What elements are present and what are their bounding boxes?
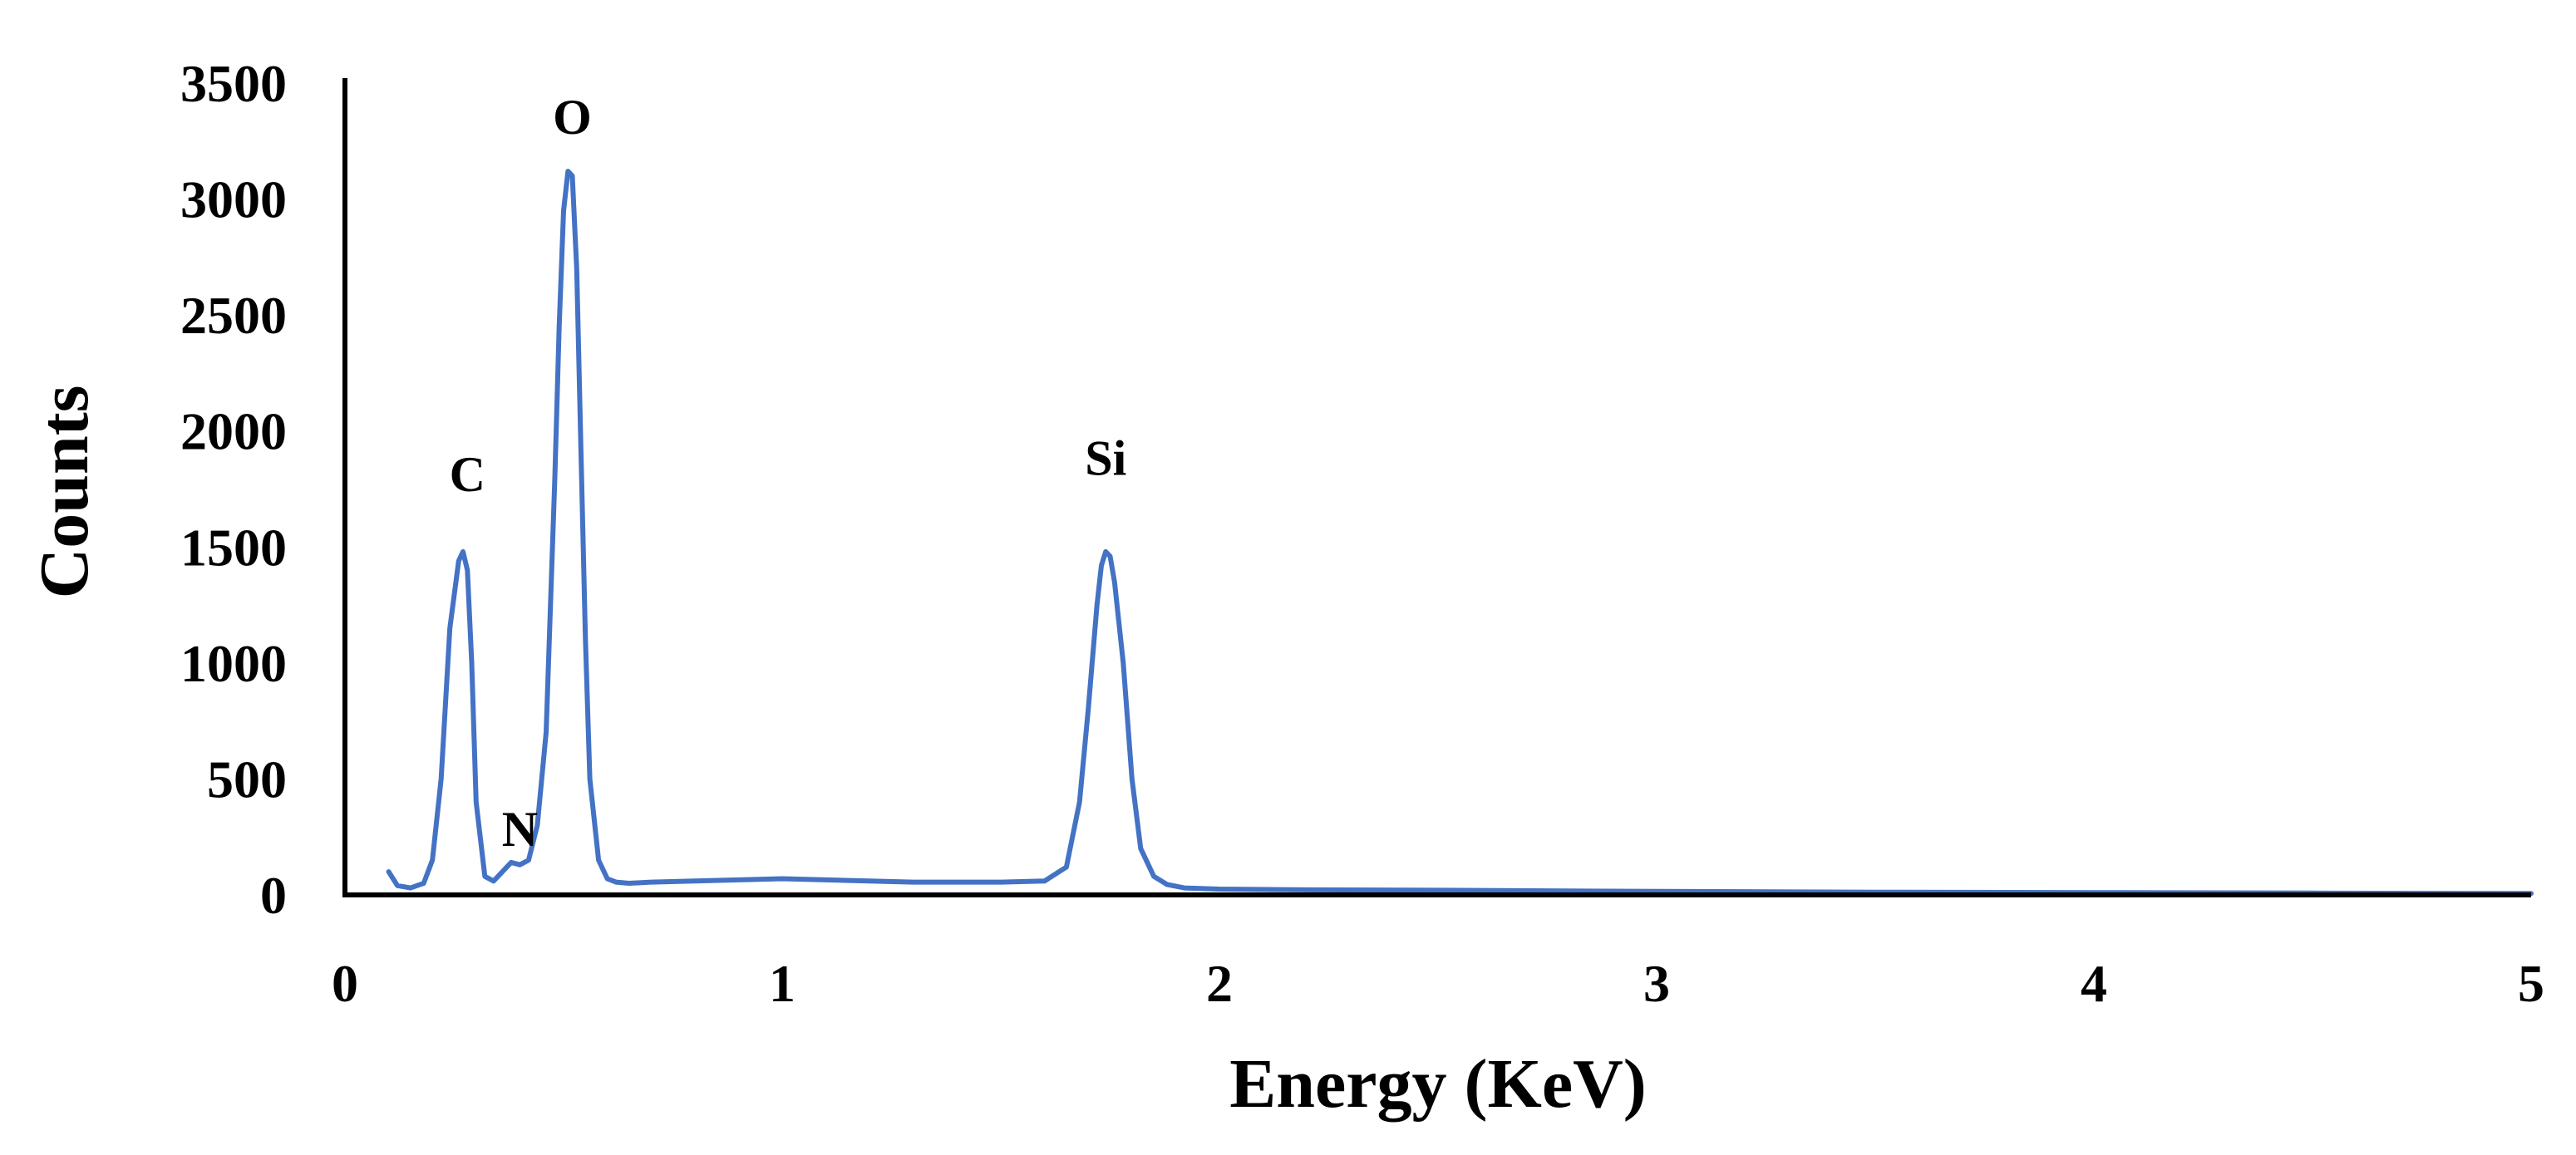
spectrum-line [386, 169, 2534, 897]
x-tick-label: 4 [2081, 954, 2107, 1013]
x-tick-label: 1 [769, 954, 795, 1013]
y-tick-label: 2000 [180, 402, 287, 461]
y-tick-label: 0 [260, 866, 287, 925]
y-tick-label: 1500 [180, 518, 287, 577]
y-axis-ticks: 0 500 1000 1500 2000 2500 3000 3500 [180, 54, 287, 925]
x-tick-label: 3 [1643, 954, 1670, 1013]
x-axis-ticks: 0 1 2 3 4 5 [332, 954, 2544, 1013]
x-tick-label: 5 [2518, 954, 2544, 1013]
peak-label-n: N [502, 802, 538, 857]
y-axis-title: Counts [26, 386, 103, 599]
peak-label-o: O [553, 90, 592, 145]
y-tick-label: 3000 [180, 170, 287, 229]
y-tick-label: 2500 [180, 286, 287, 345]
x-axis-title: Energy (KeV) [1229, 1045, 1647, 1123]
peak-annotations: C N O Si [450, 90, 1127, 857]
x-tick-label: 2 [1206, 954, 1233, 1013]
peak-label-si: Si [1085, 430, 1126, 485]
x-tick-label: 0 [332, 954, 358, 1013]
y-tick-label: 500 [207, 750, 287, 808]
y-tick-label: 1000 [180, 634, 287, 693]
y-tick-label: 3500 [180, 54, 287, 113]
peak-label-c: C [450, 447, 485, 502]
